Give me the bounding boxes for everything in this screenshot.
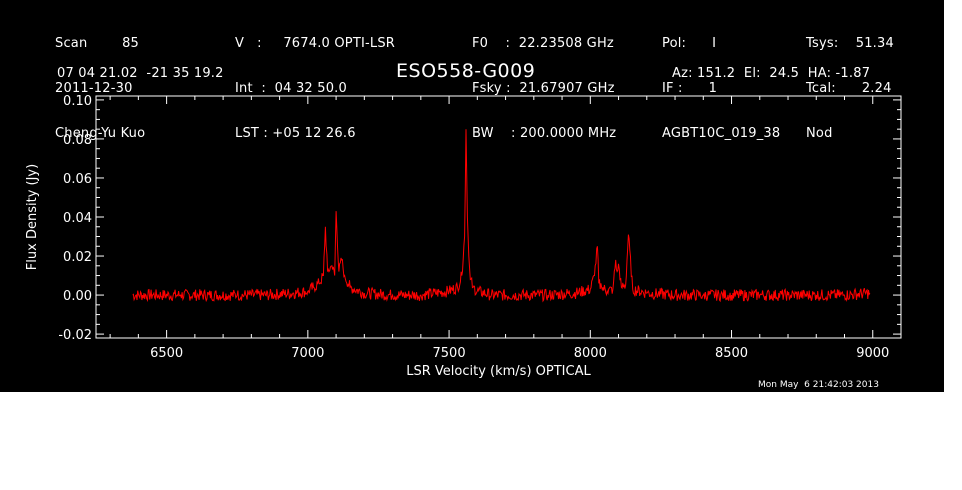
header-system-info: Tsys: 51.34 Tcal: 2.24 Nod xyxy=(806,6,894,171)
header-pointing: Az: 151.2 El: 24.5 HA: -1.87 xyxy=(672,66,871,81)
header-scan: Scan 85 xyxy=(55,36,140,51)
x-tick-label: 6500 xyxy=(150,346,183,361)
header-coordinates: 07 04 21.02 -21 35 19.2 xyxy=(57,66,224,81)
plot-frame xyxy=(95,95,902,339)
plot-timestamp: Mon May 6 21:42:03 2013 xyxy=(758,380,879,390)
y-tick-label: 0.08 xyxy=(63,133,92,148)
header-procedure: Nod xyxy=(806,126,833,141)
spectrum-chart: 6500 7000 7500 8000 8500 9000 -0.02 0.00 0.02 0.0… xyxy=(25,94,902,379)
y-tick-label: 0.02 xyxy=(63,250,92,265)
plot-panel: Scan 85 2011-12-30 Cheng-Yu Kuo V : 7674… xyxy=(0,0,944,392)
header-tsys: Tsys: 51.34 xyxy=(806,36,894,51)
y-tick-label: 0.04 xyxy=(63,211,92,226)
header-scan-info: Scan 85 2011-12-30 Cheng-Yu Kuo xyxy=(55,6,145,171)
header-bw: BW : 200.0000 MHz xyxy=(472,126,617,141)
header-fsky: Fsky : 21.67907 GHz xyxy=(472,81,615,96)
header-observer: Cheng-Yu Kuo xyxy=(55,126,146,141)
y-tick-label: 0.00 xyxy=(63,289,92,304)
header-pol-info: Pol: I IF : 1 AGBT10C_019_38 xyxy=(662,6,780,171)
header-frequency-info: F0 : 22.23508 GHz Fsky : 21.67907 GHz BW… xyxy=(472,6,616,171)
spectrum-trace xyxy=(132,129,871,303)
header-velocity: V : 7674.0 OPTI-LSR xyxy=(235,36,396,51)
y-tick-label: 0.10 xyxy=(63,94,92,109)
x-tick-label: 7000 xyxy=(291,346,324,361)
y-tick-label: 0.06 xyxy=(63,172,92,187)
x-tick-label: 7500 xyxy=(433,346,466,361)
header-project: AGBT10C_019_38 xyxy=(662,126,781,141)
header-tcal: Tcal: 2.24 xyxy=(806,81,892,96)
header-f0: F0 : 22.23508 GHz xyxy=(472,36,614,51)
header-if: IF : 1 xyxy=(662,81,718,96)
y-tick-label: -0.02 xyxy=(58,328,92,343)
x-tick-label: 8000 xyxy=(574,346,607,361)
header-velocity-info: V : 7674.0 OPTI-LSR Int : 04 32 50.0 LST… xyxy=(235,6,395,171)
x-tick-label: 8500 xyxy=(715,346,748,361)
header-lst: LST : +05 12 26.6 xyxy=(235,126,356,141)
y-axis-label: Flux Density (Jy) xyxy=(25,164,40,270)
x-axis-label: LSR Velocity (km/s) OPTICAL xyxy=(406,364,591,379)
x-tick-label: 9000 xyxy=(856,346,889,361)
source-title: ESO558-G009 xyxy=(396,60,536,82)
header-date: 2011-12-30 xyxy=(55,81,133,96)
header-pol: Pol: I xyxy=(662,36,717,51)
header-integration: Int : 04 32 50.0 xyxy=(235,81,347,96)
